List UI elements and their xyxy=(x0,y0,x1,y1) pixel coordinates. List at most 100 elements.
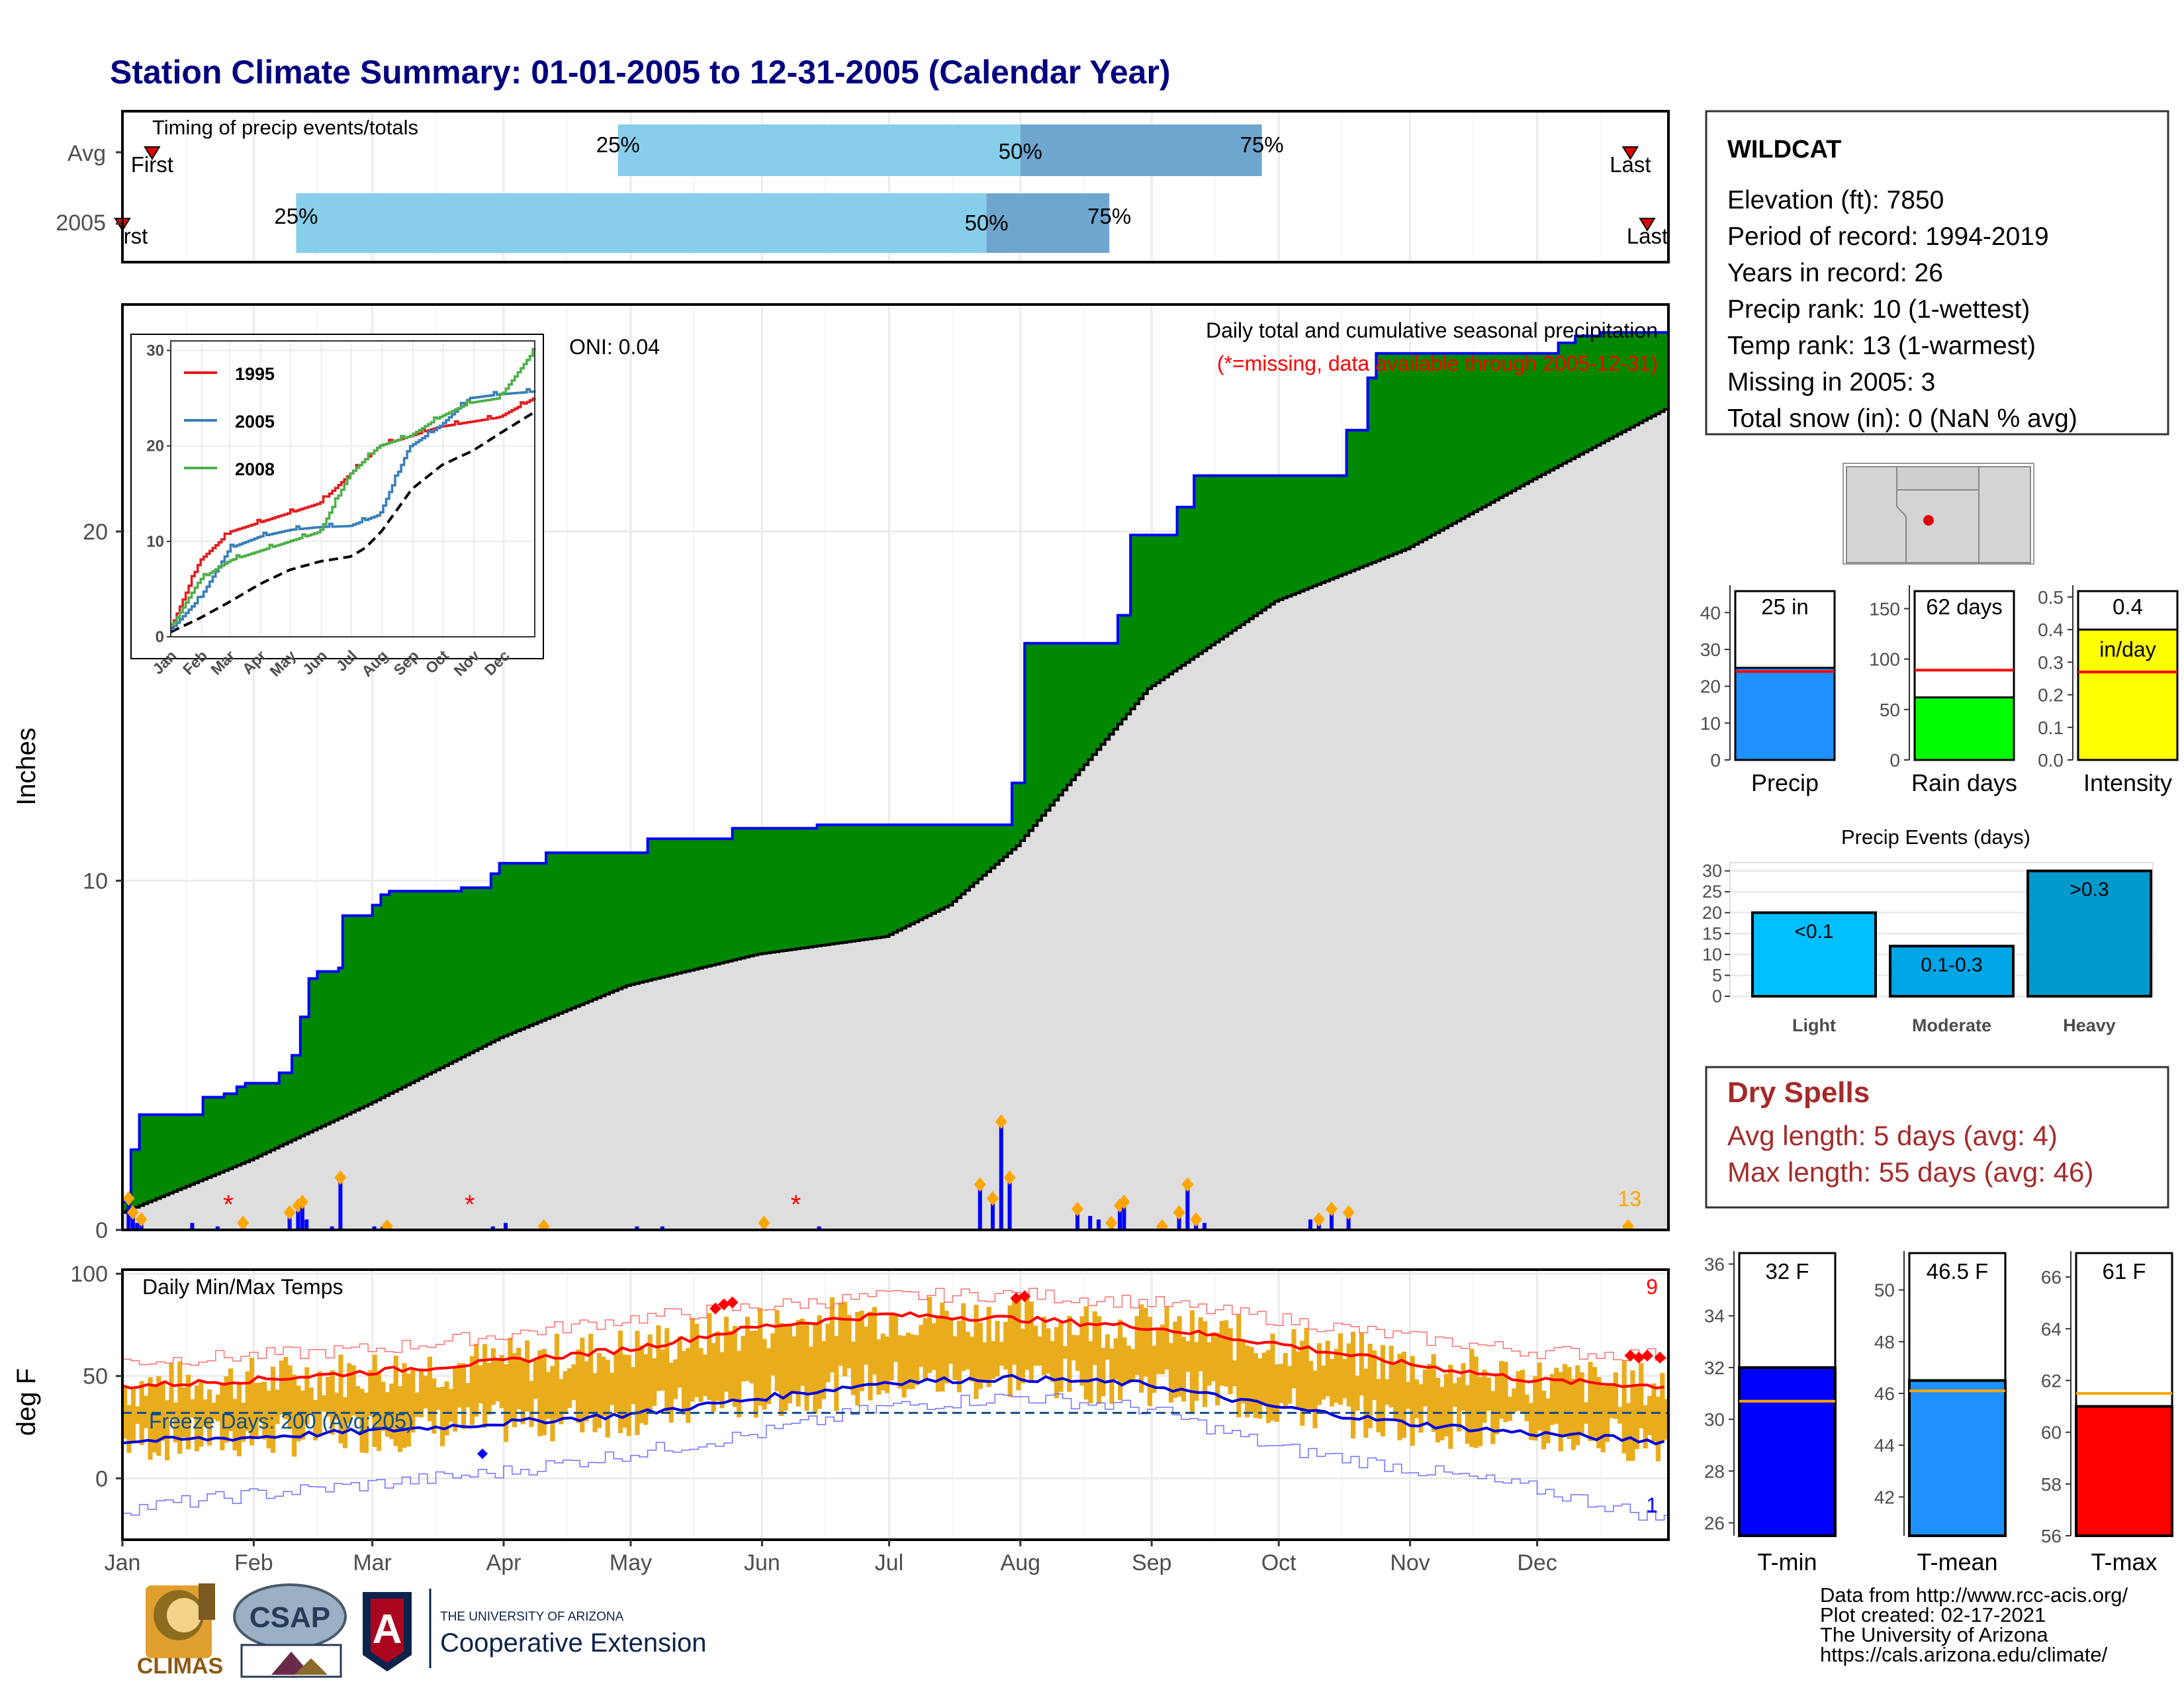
daily-temp-bar xyxy=(1105,1334,1110,1360)
daily-temp-bar xyxy=(554,1333,559,1419)
temp-summary-label-0: T-min xyxy=(1758,1548,1817,1575)
daily-temp-bar xyxy=(1083,1306,1089,1400)
daily-temp-bar xyxy=(864,1327,869,1365)
daily-temp-bar xyxy=(529,1381,534,1427)
timing-last-label-avg: Last xyxy=(1610,152,1651,177)
temp-frame xyxy=(121,1268,1670,1541)
daily-temp-bar xyxy=(241,1403,246,1442)
daily-temp-bar xyxy=(448,1388,453,1422)
record-high-marker xyxy=(1624,1349,1637,1362)
daily-temp-bar xyxy=(1342,1358,1347,1399)
daily-temp-bar xyxy=(377,1371,382,1451)
daily-temp-bar xyxy=(1007,1305,1013,1397)
station-years: Years in record: 26 xyxy=(1727,259,1943,287)
daily-temp-bar xyxy=(1037,1336,1042,1366)
daily-temp-bar xyxy=(1245,1345,1250,1418)
daily-temp-bar xyxy=(923,1317,928,1381)
daily-temp-bar xyxy=(1050,1340,1055,1382)
daily-temp-bar xyxy=(495,1360,500,1401)
daily-temp-bar xyxy=(1304,1327,1309,1409)
record-low-marker xyxy=(477,1448,488,1460)
daily-temp-bar xyxy=(1660,1373,1665,1442)
daily-temp-bar xyxy=(546,1372,551,1419)
daily-temp-bar xyxy=(1168,1342,1173,1403)
daily-temp-bar xyxy=(1410,1356,1415,1446)
events-tick-label: 30 xyxy=(1702,861,1722,881)
daily-temp-bar xyxy=(342,1397,347,1448)
chart-title: Station Climate Summary: 01-01-2005 to 1… xyxy=(110,54,1171,91)
record-high-marker xyxy=(717,1298,730,1311)
month-axis: Jan Feb Mar Apr May Jun Jul Aug Sep Oct Nov Dec xyxy=(105,1540,1557,1575)
month-label-may: May xyxy=(610,1550,652,1575)
station-name: WILDCAT xyxy=(1727,136,1841,164)
cold-day-count: 1 xyxy=(1646,1493,1658,1517)
daily-temp-bar xyxy=(965,1331,970,1370)
daily-temp-bar xyxy=(1122,1337,1127,1385)
daily-temp-bar xyxy=(486,1362,492,1415)
cooperative-extension-text: Cooperative Extension xyxy=(440,1628,706,1658)
timing-marker-2005-last xyxy=(1639,218,1656,232)
summary-tick-label: 0 xyxy=(1889,750,1900,771)
timing-label-2005-50: 50% xyxy=(965,211,1009,235)
daily-temp-bar xyxy=(1579,1372,1584,1435)
daily-temp-bar xyxy=(850,1341,856,1395)
daily-temp-bar xyxy=(592,1373,598,1432)
daily-temp-bar xyxy=(156,1376,161,1456)
climas-logo-text: CLIMAS xyxy=(137,1654,223,1679)
daily-temp-bar xyxy=(779,1323,784,1417)
daily-temp-bar xyxy=(617,1331,623,1434)
daily-temp-bar xyxy=(1024,1299,1030,1370)
daily-temp-bar xyxy=(982,1342,987,1382)
daily-temp-bar xyxy=(817,1315,822,1409)
daily-temp-bar xyxy=(232,1399,238,1451)
dry-spells-avg: Avg length: 5 days (avg: 4) xyxy=(1727,1120,2058,1151)
daily-temp-bar xyxy=(1088,1341,1093,1404)
daily-temp-bar xyxy=(796,1319,801,1407)
month-label-oct: Oct xyxy=(1261,1550,1297,1575)
daily-temp-bar xyxy=(1634,1386,1639,1449)
daily-temp-bar xyxy=(1664,1399,1668,1440)
daily-temp-bar xyxy=(165,1400,170,1461)
daily-temp-bar xyxy=(749,1331,754,1383)
daily-temp-bar xyxy=(859,1311,864,1391)
summary-bar-intensity xyxy=(2077,628,2179,761)
university-of-arizona-logo: A THE UNIVERSITY OF ARIZONA Cooperative … xyxy=(363,1589,706,1671)
daily-precip-marker xyxy=(1105,1215,1118,1230)
daily-temp-bar xyxy=(541,1348,547,1436)
station-elevation: Elevation (ft): 7850 xyxy=(1727,186,1944,214)
daily-temp-bar xyxy=(1567,1367,1572,1439)
daily-temp-bar xyxy=(1334,1348,1339,1403)
daily-precip-bar xyxy=(1330,1209,1334,1230)
daily-precip-marker xyxy=(135,1212,148,1227)
daily-temp-bar xyxy=(1054,1327,1060,1399)
daily-temp-bar xyxy=(715,1331,721,1401)
daily-precip-marker xyxy=(758,1215,770,1230)
month-label-aug: Aug xyxy=(1001,1550,1041,1575)
daily-temp-bar xyxy=(1363,1368,1369,1438)
daily-temp-bar xyxy=(1482,1370,1487,1423)
daily-temp-bar xyxy=(453,1368,458,1432)
daily-temp-bar xyxy=(783,1326,788,1411)
daily-temp-bar xyxy=(626,1354,631,1436)
daily-temp-bar xyxy=(444,1381,449,1436)
daily-temp-bar xyxy=(647,1334,653,1413)
timing-bar-2005-q2 xyxy=(296,193,987,253)
summary-tick-label: 0 xyxy=(1710,750,1721,771)
daily-temp-bar xyxy=(1012,1295,1017,1365)
daily-temp-bar xyxy=(1385,1379,1390,1405)
daily-temp-bar xyxy=(126,1405,132,1453)
daily-temp-bar xyxy=(326,1377,331,1417)
daily-temp-bar xyxy=(1295,1351,1300,1409)
temp-summary-bar-t-mean xyxy=(1908,1379,2007,1538)
timing-panel: 25% 50% 75% First Last 25% 50% 75% rst Last Timin… xyxy=(56,110,1670,263)
daily-temp-bar xyxy=(668,1362,674,1423)
daily-temp-bar xyxy=(580,1337,585,1432)
daily-temp-bar xyxy=(970,1336,975,1382)
inset-legend-2008: 2008 xyxy=(235,459,275,479)
daily-temp-bar xyxy=(741,1335,746,1382)
record-high-marker xyxy=(1019,1290,1031,1303)
events-title: Precip Events (days) xyxy=(1841,825,2030,849)
daily-temp-bar xyxy=(1516,1371,1521,1411)
daily-temp-bar xyxy=(952,1336,958,1381)
record-high-marker xyxy=(709,1302,721,1315)
